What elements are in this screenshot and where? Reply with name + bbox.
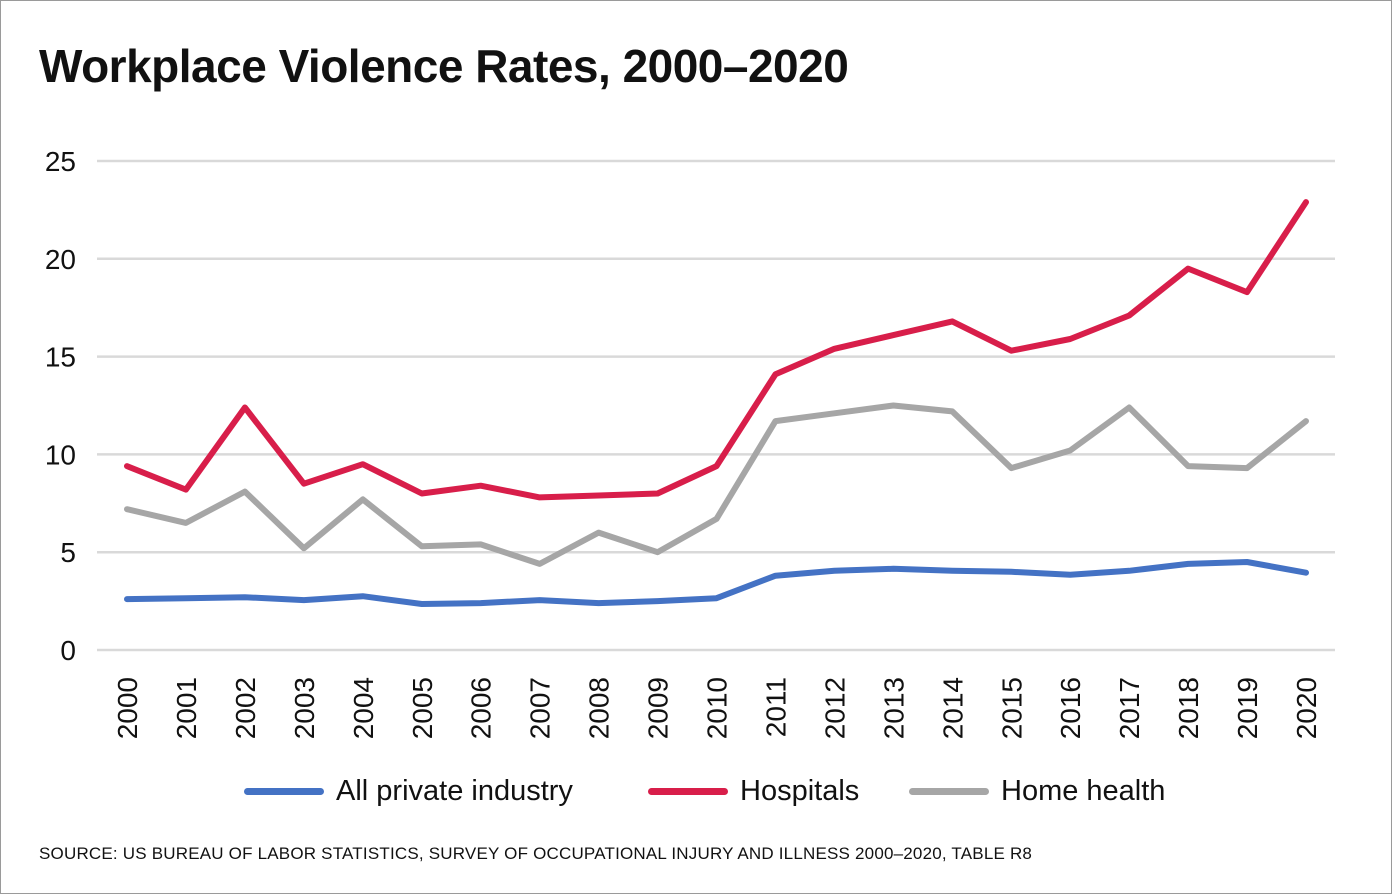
x-tick-label: 2003 [289, 677, 320, 739]
x-tick-label: 2000 [112, 677, 143, 739]
legend: All private industry Hospitals Home heal… [1, 769, 1392, 813]
x-tick-label: 2008 [584, 677, 615, 739]
x-tick-label: 2009 [643, 677, 674, 739]
x-tick-label: 2012 [819, 677, 850, 739]
x-tick-label: 2001 [171, 677, 202, 739]
legend-label-home-health: Home health [1001, 774, 1166, 807]
y-tick-label: 25 [45, 146, 76, 177]
x-tick-label: 2005 [407, 677, 438, 739]
x-tick-label: 2018 [1173, 677, 1204, 739]
x-tick-label: 2016 [1055, 677, 1086, 739]
x-tick-label: 2013 [878, 677, 909, 739]
x-tick-label: 2006 [466, 677, 497, 739]
legend-label-all-private-industry: All private industry [336, 774, 573, 807]
x-tick-label: 2011 [760, 677, 791, 737]
x-tick-label: 2002 [230, 677, 261, 739]
x-tick-label: 2007 [525, 677, 556, 739]
x-tick-label: 2015 [996, 677, 1027, 739]
legend-swatch-all-private-industry [244, 787, 324, 795]
x-tick-label: 2014 [937, 677, 968, 739]
series-line-all-private-industry [124, 559, 1309, 607]
x-tick-label: 2017 [1114, 677, 1145, 739]
legend-swatch-hospitals [648, 787, 728, 795]
y-tick-label: 5 [60, 537, 76, 568]
x-tick-label: 2019 [1232, 677, 1263, 739]
y-tick-label: 20 [45, 244, 76, 275]
series-line-hospitals [124, 199, 1309, 501]
y-axis-ticks: 0 5 10 15 20 25 [45, 146, 76, 666]
x-tick-label: 2020 [1291, 677, 1322, 739]
source-note: SOURCE: US BUREAU OF LABOR STATISTICS, S… [39, 844, 1033, 863]
series-lines [124, 199, 1309, 607]
gridlines [97, 159, 1335, 652]
legend-swatch-home-health [909, 787, 989, 795]
x-tick-label: 2004 [348, 677, 379, 739]
legend-item-hospitals: Hospitals [648, 769, 859, 813]
legend-label-hospitals: Hospitals [740, 774, 860, 807]
legend-item-all-private-industry: All private industry [244, 769, 573, 813]
y-tick-label: 10 [45, 439, 76, 470]
x-axis-ticks: 2000 2001 2002 2003 2004 2005 2006 2007 2008 2009… [112, 677, 1322, 739]
chart-title: Workplace Violence Rates, 2000–2020 [39, 40, 849, 92]
x-tick-label: 2010 [702, 677, 733, 739]
legend-item-home-health: Home health [909, 769, 1165, 813]
y-tick-label: 15 [45, 342, 76, 373]
y-tick-label: 0 [60, 635, 76, 666]
series-line-home-health [124, 402, 1309, 567]
